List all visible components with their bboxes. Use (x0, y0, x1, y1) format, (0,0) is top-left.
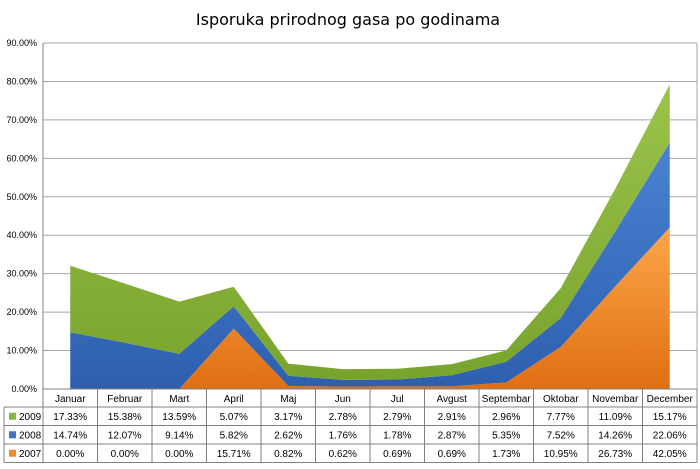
table-cell: 13.59% (162, 412, 196, 423)
category-label: Maj (280, 394, 296, 405)
table-cell: 5.35% (492, 430, 520, 441)
table-cell: 10.95% (544, 449, 578, 460)
table-cell: 1.78% (383, 430, 411, 441)
table-cell: 2.62% (274, 430, 302, 441)
table-cell: 0.62% (329, 449, 357, 460)
area-series-2008 (70, 142, 670, 389)
table-cell: 0.00% (111, 449, 139, 460)
category-label: Jul (391, 394, 404, 405)
table-cell: 9.14% (165, 430, 193, 441)
table-cell: 1.73% (492, 449, 520, 460)
table-cell: 2.96% (492, 412, 520, 423)
table-cell: 17.33% (53, 412, 87, 423)
area-series-2007 (70, 227, 670, 389)
table-cell: 0.69% (383, 449, 411, 460)
y-tick-label: 90.00% (6, 38, 37, 48)
table-cell: 5.82% (220, 430, 248, 441)
table-cell: 5.07% (220, 412, 248, 423)
category-label: Februar (107, 394, 143, 405)
table-cell: 1.76% (329, 430, 357, 441)
table-cell: 14.74% (53, 430, 87, 441)
table-cell: 2.79% (383, 412, 411, 423)
table-cell: 22.06% (653, 430, 687, 441)
table-cell: 0.82% (274, 449, 302, 460)
category-label: Septembar (482, 394, 532, 405)
data-table: Januar Februar Mart April Maj Jun Jul Avgust Sep… (3, 388, 698, 463)
category-label: Jun (335, 394, 351, 405)
category-label: Mart (169, 394, 189, 405)
table-cell: 2.91% (438, 412, 466, 423)
legend-key-2008 (9, 431, 16, 439)
category-label: December (647, 394, 694, 405)
table-cell: 0.69% (438, 449, 466, 460)
y-tick-label: 80.00% (6, 76, 37, 86)
y-tick-label: 70.00% (6, 115, 37, 125)
legend-label-2009: 2009 (19, 412, 42, 423)
table-cell: 15.17% (653, 412, 687, 423)
y-tick-label: 0.00% (11, 384, 37, 394)
plot-areas (70, 84, 670, 389)
table-cell: 42.05% (653, 449, 687, 460)
legend-label-2007: 2007 (19, 449, 42, 460)
y-tick-label: 60.00% (6, 153, 37, 163)
category-label: April (224, 394, 244, 405)
table-cell: 14.26% (598, 430, 632, 441)
table-cell: 3.17% (274, 412, 302, 423)
chart-title: Isporuka prirodnog gasa po godinama (196, 10, 500, 29)
table-cell: 15.71% (217, 449, 251, 460)
category-label: Avgust (437, 394, 468, 405)
y-tick-label: 30.00% (6, 269, 37, 279)
table-cell: 2.87% (438, 430, 466, 441)
y-tick-label: 10.00% (6, 346, 37, 356)
y-axis-ticks: 0.00% 10.00% 20.00% 30.00% 40.00% 50.00% 60.00… (6, 38, 37, 394)
table-cell: 26.73% (598, 449, 632, 460)
legend-key-2009 (9, 412, 16, 420)
category-label: Januar (55, 394, 86, 405)
table-cell: 12.07% (108, 430, 142, 441)
table-cell: 7.52% (547, 430, 575, 441)
y-tick-label: 50.00% (6, 192, 37, 202)
category-label: Oktobar (543, 394, 579, 405)
table-cell: 11.09% (599, 412, 632, 423)
legend-label-2008: 2008 (19, 430, 42, 441)
category-label: Novembar (592, 394, 639, 405)
area-series-2009 (70, 84, 670, 380)
table-cell: 7.77% (547, 412, 575, 423)
table-cell: 15.38% (108, 412, 142, 423)
table-cell: 0.00% (165, 449, 193, 460)
legend-key-2007 (9, 449, 16, 457)
y-tick-label: 20.00% (6, 307, 37, 317)
table-cell: 0.00% (56, 449, 84, 460)
table-cell: 2.78% (329, 412, 357, 423)
y-tick-label: 40.00% (6, 230, 37, 240)
